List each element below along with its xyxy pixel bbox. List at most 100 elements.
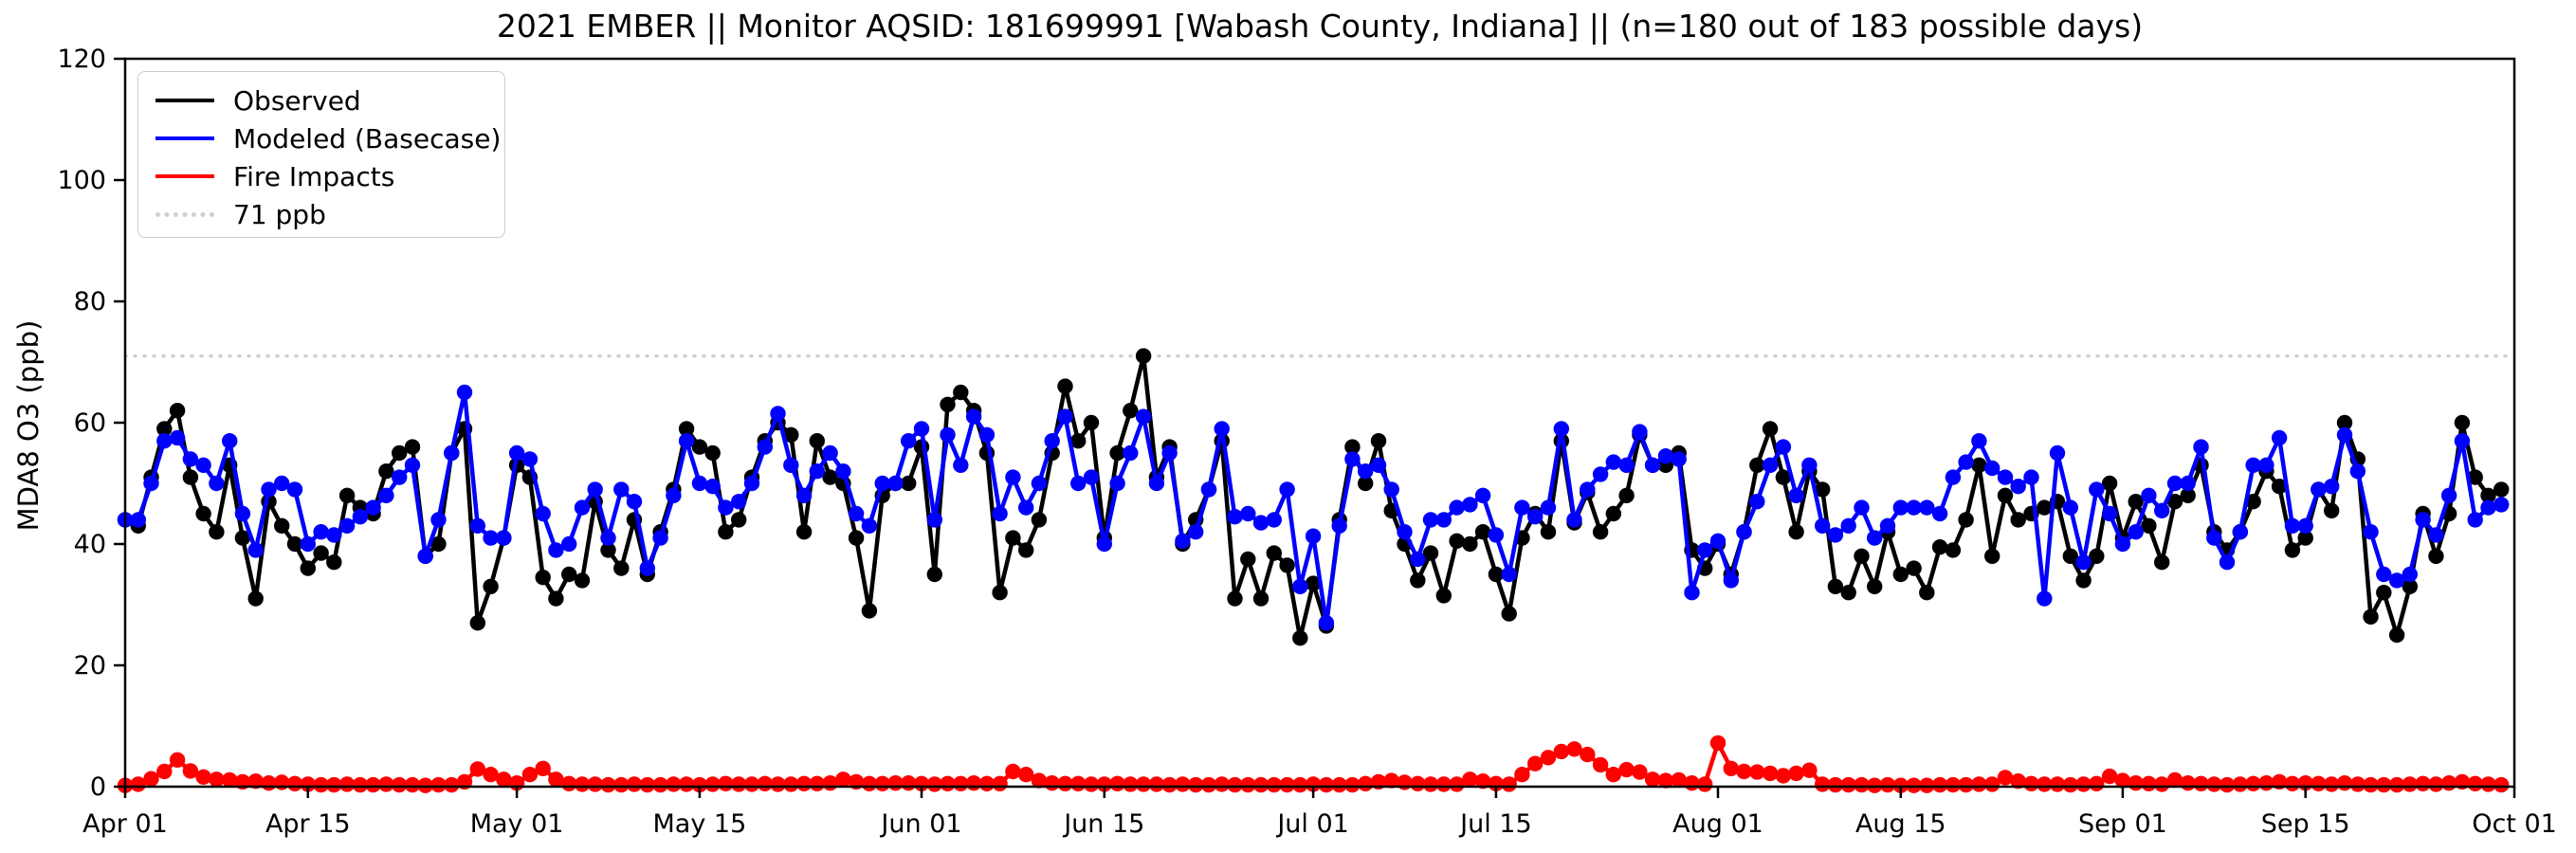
data-point-marker	[1945, 542, 1962, 558]
data-point-marker	[430, 535, 447, 553]
data-point-marker	[600, 530, 616, 546]
data-point-marker	[1632, 424, 1648, 440]
data-point-marker	[1410, 572, 1426, 589]
data-point-marker	[286, 535, 303, 553]
data-point-marker	[1592, 756, 1609, 773]
data-point-marker	[1854, 548, 1870, 564]
data-point-marker	[2062, 499, 2078, 516]
data-point-marker	[1815, 481, 1831, 498]
data-point-marker	[2128, 524, 2144, 540]
data-point-marker	[404, 776, 421, 793]
data-point-marker	[1344, 439, 1361, 455]
data-point-marker	[2336, 414, 2353, 431]
data-point-marker	[1644, 771, 1661, 788]
data-point-marker	[613, 776, 630, 793]
data-point-marker	[2219, 554, 2236, 571]
data-point-marker	[456, 384, 473, 401]
data-point-marker	[691, 439, 708, 455]
data-point-marker	[1397, 524, 1413, 540]
data-point-marker	[1919, 585, 1935, 601]
data-point-marker	[338, 517, 356, 534]
data-point-marker	[1240, 505, 1256, 522]
data-point-marker	[1057, 408, 1073, 425]
data-point-marker	[561, 566, 577, 583]
data-point-marker	[2075, 554, 2092, 571]
data-point-marker	[940, 426, 956, 443]
data-point-marker	[430, 512, 447, 528]
x-tick-label: Aug 01	[1672, 809, 1763, 839]
data-point-marker	[1984, 460, 2001, 477]
data-point-marker	[1083, 776, 1100, 792]
y-tick-label: 100	[57, 166, 106, 195]
data-point-marker	[2284, 542, 2301, 558]
data-point-marker	[1775, 469, 1792, 485]
data-point-marker	[313, 545, 329, 561]
data-point-marker	[1057, 378, 1073, 394]
data-point-marker	[1580, 481, 1596, 498]
data-point-marker	[731, 776, 747, 792]
data-point-marker	[2349, 776, 2366, 792]
data-point-marker	[2206, 530, 2222, 546]
data-point-marker	[1827, 527, 1844, 543]
data-point-marker	[1709, 533, 1726, 549]
data-point-marker	[1605, 767, 1622, 783]
data-point-marker	[704, 479, 721, 495]
data-point-marker	[1671, 451, 1687, 467]
data-point-marker	[783, 457, 799, 473]
data-point-marker	[130, 776, 146, 792]
y-tick-label: 120	[57, 45, 106, 74]
data-point-marker	[1906, 777, 1922, 793]
data-point-marker	[1749, 764, 1765, 780]
data-point-marker	[1971, 776, 1987, 792]
data-point-marker	[1997, 487, 2014, 503]
data-point-marker	[691, 475, 708, 492]
fire-impacts-series	[117, 735, 2510, 793]
data-point-marker	[1240, 776, 1256, 793]
x-tick-label: Jul 01	[1275, 809, 1349, 839]
data-point-marker	[1305, 776, 1322, 792]
data-point-marker	[1854, 499, 1870, 516]
legend-label-modeled: Modeled (Basecase)	[233, 122, 502, 154]
data-point-marker	[1801, 457, 1818, 473]
data-point-marker	[978, 426, 996, 443]
data-point-marker	[1514, 767, 1530, 783]
data-point-marker	[247, 542, 264, 558]
data-point-marker	[209, 524, 225, 540]
data-point-marker	[1148, 475, 1165, 492]
data-point-marker	[1879, 517, 1896, 534]
data-point-marker	[444, 445, 460, 462]
data-point-marker	[992, 775, 1008, 791]
data-point-marker	[1709, 735, 1726, 752]
x-tick-label: Apr 01	[82, 809, 168, 839]
data-point-marker	[2363, 608, 2379, 625]
data-point-marker	[2324, 776, 2340, 792]
data-point-marker	[2010, 479, 2026, 495]
x-tick-label: Sep 15	[2261, 809, 2350, 839]
data-point-marker	[535, 505, 551, 522]
data-point-marker	[1697, 542, 1713, 558]
data-point-marker	[913, 421, 930, 437]
data-point-marker	[731, 494, 747, 510]
data-point-marker	[1227, 590, 1243, 607]
data-point-marker	[613, 481, 630, 498]
fire-impacts-line-sample-icon	[155, 174, 214, 178]
data-point-marker	[392, 445, 408, 462]
data-point-marker	[2232, 776, 2248, 792]
data-point-marker	[926, 512, 942, 528]
data-point-marker	[1657, 772, 1674, 789]
data-point-marker	[1788, 487, 1804, 503]
data-point-marker	[169, 403, 186, 419]
data-point-marker	[2166, 494, 2183, 510]
data-point-marker	[848, 505, 865, 522]
data-point-marker	[1135, 408, 1152, 425]
legend-row-modeled: Modeled (Basecase)	[155, 119, 504, 157]
data-point-marker	[1005, 763, 1021, 780]
data-point-marker	[326, 527, 342, 543]
data-point-marker	[639, 776, 655, 793]
data-point-marker	[313, 524, 329, 540]
data-point-marker	[1161, 776, 1178, 793]
data-point-marker	[1618, 457, 1635, 473]
data-point-marker	[1266, 545, 1283, 561]
data-point-marker	[2166, 475, 2183, 492]
data-point-marker	[1331, 517, 1347, 534]
